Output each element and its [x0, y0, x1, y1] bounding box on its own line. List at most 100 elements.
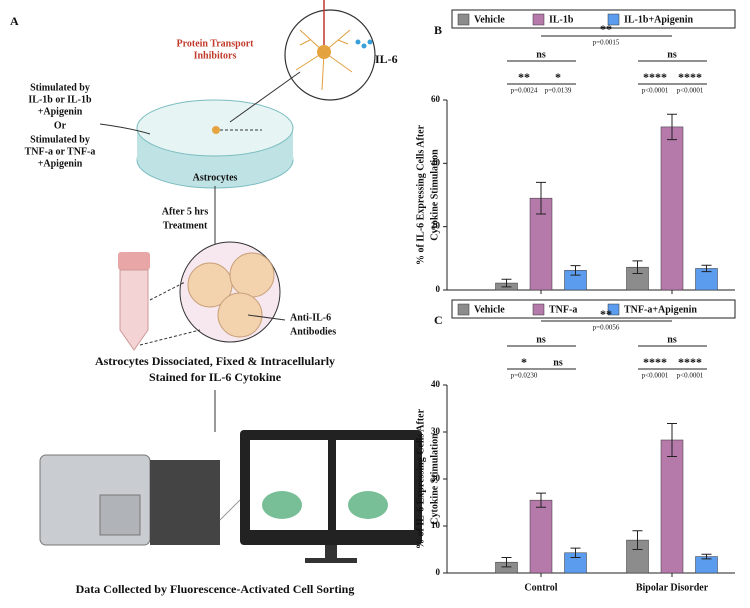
- legend-swatch: [607, 303, 620, 316]
- error-bar: [501, 556, 512, 568]
- machine-side: [150, 460, 220, 545]
- significance: ns: [536, 334, 546, 345]
- stim-text: IL-1b or IL-1b: [28, 94, 92, 105]
- error-bar: [701, 553, 712, 560]
- p-value: p=0.0024: [511, 87, 538, 95]
- significance: ****: [643, 70, 667, 84]
- p-value: p=0.0056: [593, 324, 620, 332]
- p-value: p<0.0001: [642, 372, 669, 380]
- tube-cap: [118, 252, 150, 270]
- x-tick-label: Control: [524, 582, 557, 593]
- error-bar: [501, 278, 512, 288]
- error-bar: [536, 181, 546, 215]
- bar: [660, 439, 684, 574]
- error-bar: [701, 264, 712, 273]
- inhibitor-label: Inhibitors: [194, 50, 237, 61]
- facs-text: Data Collected by Fluorescence-Activated…: [76, 582, 355, 596]
- antibody-text: Antibodies: [290, 326, 336, 337]
- y-axis-label: % of IL-6 Expressing Cells After: [415, 124, 426, 265]
- arrow: [247, 314, 286, 321]
- legend-label: IL-1b+Apigenin: [624, 14, 693, 25]
- zoom-line: [149, 281, 186, 301]
- y-tick-label: 60: [431, 94, 441, 104]
- dish-label: Astrocytes: [193, 172, 238, 183]
- p-value: p=0.0139: [545, 87, 572, 95]
- panel-label: A: [10, 14, 19, 28]
- machine-door: [99, 494, 141, 536]
- significance: ns: [553, 357, 563, 368]
- significance: ns: [536, 49, 546, 60]
- y-tick-label: 0: [436, 284, 441, 294]
- legend-swatch: [607, 13, 620, 26]
- legend-label: TNF-a+Apigenin: [624, 304, 697, 315]
- astrocyte: [212, 126, 220, 134]
- cytokine-dot: [355, 39, 361, 45]
- panel-label: C: [434, 313, 443, 327]
- legend-box: [451, 9, 736, 29]
- stim-text: Stimulated by: [30, 82, 90, 93]
- monitor-base: [305, 558, 357, 563]
- stim-text: TNF-a or TNF-a: [25, 146, 96, 157]
- antibody-text: Anti-IL-6: [290, 312, 331, 323]
- error-bar: [632, 260, 643, 275]
- significance: **: [600, 22, 612, 36]
- zoom-line: [139, 329, 201, 346]
- scatter-blob: [262, 491, 302, 519]
- cell: [229, 252, 275, 298]
- error-bar: [570, 265, 581, 276]
- y-tick-label: 30: [431, 426, 441, 436]
- y-tick-label: 20: [431, 473, 441, 483]
- y-tick-label: 40: [431, 157, 441, 167]
- significance: *: [555, 70, 561, 84]
- stim-text: +Apigenin: [38, 158, 83, 169]
- legend-label: Vehicle: [474, 304, 505, 315]
- staining-text: Stained for IL-6 Cytokine: [149, 370, 282, 384]
- y-tick-label: 0: [436, 567, 441, 577]
- arrow: [99, 123, 151, 135]
- p-value: p<0.0001: [677, 87, 704, 95]
- treatment-text: Treatment: [163, 220, 208, 231]
- legend-swatch: [457, 13, 470, 26]
- bar: [529, 499, 553, 574]
- monitor-stand: [325, 545, 337, 559]
- p-value: p=0.0230: [511, 372, 538, 380]
- significance: ****: [643, 355, 667, 369]
- cytokine-dot: [361, 43, 367, 49]
- legend-label: IL-1b: [549, 14, 574, 25]
- legend-swatch: [532, 303, 545, 316]
- legend-swatch: [532, 13, 545, 26]
- tube: [119, 269, 149, 351]
- y-tick-label: 40: [431, 379, 441, 389]
- error-bar: [632, 530, 643, 550]
- cell: [217, 292, 263, 338]
- stim-text: Or: [54, 120, 67, 131]
- stim-text: Stimulated by: [30, 134, 90, 145]
- significance: *: [521, 355, 527, 369]
- p-value: p<0.0001: [642, 87, 669, 95]
- significance: **: [518, 70, 530, 84]
- error-bar: [536, 492, 546, 508]
- legend-box: [451, 299, 736, 319]
- y-tick-label: 10: [431, 520, 441, 530]
- panel-label: B: [434, 23, 442, 37]
- significance: ns: [667, 49, 677, 60]
- treatment-text: After 5 hrs: [162, 206, 209, 217]
- p-value: p<0.0001: [677, 372, 704, 380]
- x-tick-label: Bipolar Disorder: [636, 582, 709, 593]
- y-tick-label: 20: [431, 221, 441, 231]
- y-axis-label: Cytokine Stimulation: [429, 149, 440, 241]
- legend-label: TNF-a: [549, 304, 577, 315]
- inhibitor-label: Protein Transport: [177, 38, 255, 49]
- stim-text: +Apigenin: [38, 106, 83, 117]
- significance: ns: [667, 334, 677, 345]
- dendrites: [295, 29, 353, 91]
- il6-label: IL-6: [375, 52, 398, 66]
- error-bar: [570, 547, 581, 558]
- significance: **: [600, 307, 612, 321]
- panel-a: A IL-6 Protein Transport Inhibitors Astr…: [10, 0, 422, 596]
- p-value: p=0.0015: [593, 39, 620, 47]
- arrow: [229, 71, 301, 123]
- significance: ****: [678, 355, 702, 369]
- error-bar: [667, 113, 677, 141]
